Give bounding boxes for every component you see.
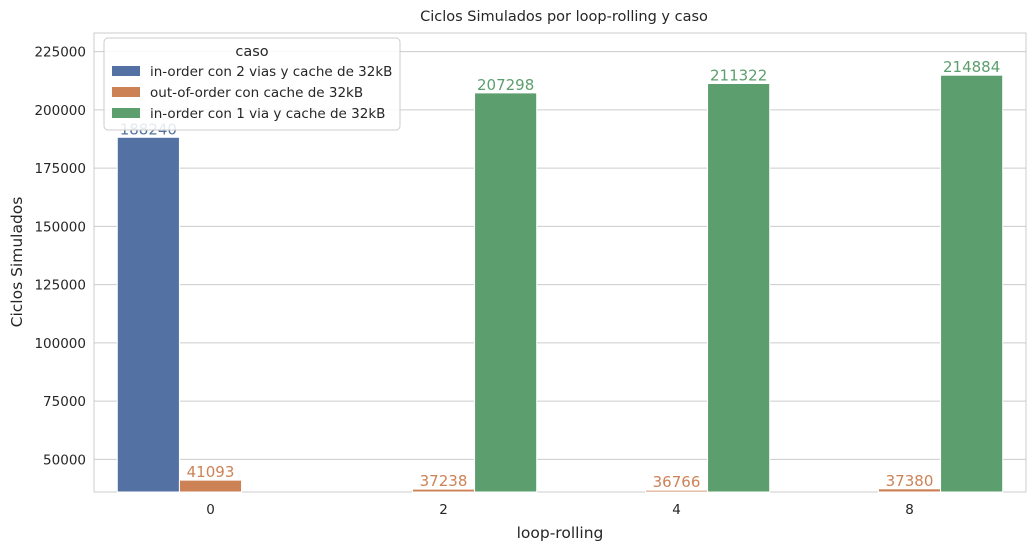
- y-tick-label: 225000: [34, 45, 86, 61]
- x-tick-label: 2: [439, 502, 448, 518]
- x-axis-title: loop-rolling: [517, 524, 604, 542]
- bar-value-label: 214884: [943, 58, 1000, 76]
- bar: [116, 136, 180, 493]
- legend-entry: in-order con 1 via y cache de 32kB: [150, 106, 385, 122]
- bar-value-label: 36766: [653, 473, 701, 491]
- x-tick-label: 8: [905, 502, 914, 518]
- bar: [940, 74, 1004, 493]
- legend: caso in-order con 2 vias y cache de 32kB…: [103, 37, 401, 131]
- x-tick-labels: 0 2 4 8: [206, 502, 914, 518]
- legend-swatch: [112, 66, 140, 76]
- legend-box: [103, 37, 401, 131]
- y-tick-label: 125000: [34, 278, 86, 294]
- legend-items: in-order con 2 vias y cache de 32kB out-o…: [112, 64, 392, 122]
- legend-entry: in-order con 2 vias y cache de 32kB: [150, 64, 392, 80]
- bar: [707, 83, 771, 493]
- y-tick-label: 100000: [34, 336, 86, 352]
- bar-value-label: 211322: [710, 67, 767, 85]
- bar: [474, 92, 538, 493]
- y-tick-label: 75000: [43, 394, 86, 410]
- y-tick-label: 50000: [43, 452, 86, 468]
- y-axis-title: Ciclos Simulados: [8, 197, 26, 328]
- bar-value-label: 41093: [187, 463, 235, 481]
- legend-title: caso: [235, 44, 268, 60]
- y-tick-label: 150000: [34, 219, 86, 235]
- x-tick-label: 4: [672, 502, 681, 518]
- y-tick-labels: 50000 75000 100000 125000 150000 175000 200000…: [34, 45, 86, 469]
- chart-title: Ciclos Simulados por loop-rolling y caso: [420, 9, 708, 25]
- legend-swatch: [112, 87, 140, 97]
- bar-value-label: 207298: [477, 76, 534, 94]
- y-tick-label: 200000: [34, 103, 86, 119]
- x-tick-label: 0: [206, 502, 215, 518]
- bars: [116, 74, 1004, 493]
- y-tick-label: 175000: [34, 161, 86, 177]
- legend-swatch: [112, 108, 140, 118]
- bar-value-label: 37380: [886, 472, 934, 490]
- bar-labels: 1882404109337238367663738020729821132221…: [120, 58, 1001, 491]
- bar-value-label: 37238: [420, 472, 468, 490]
- bar: [178, 479, 243, 493]
- gridlines: [94, 51, 1026, 460]
- legend-entry: out-of-order con cache de 32kB: [150, 85, 363, 101]
